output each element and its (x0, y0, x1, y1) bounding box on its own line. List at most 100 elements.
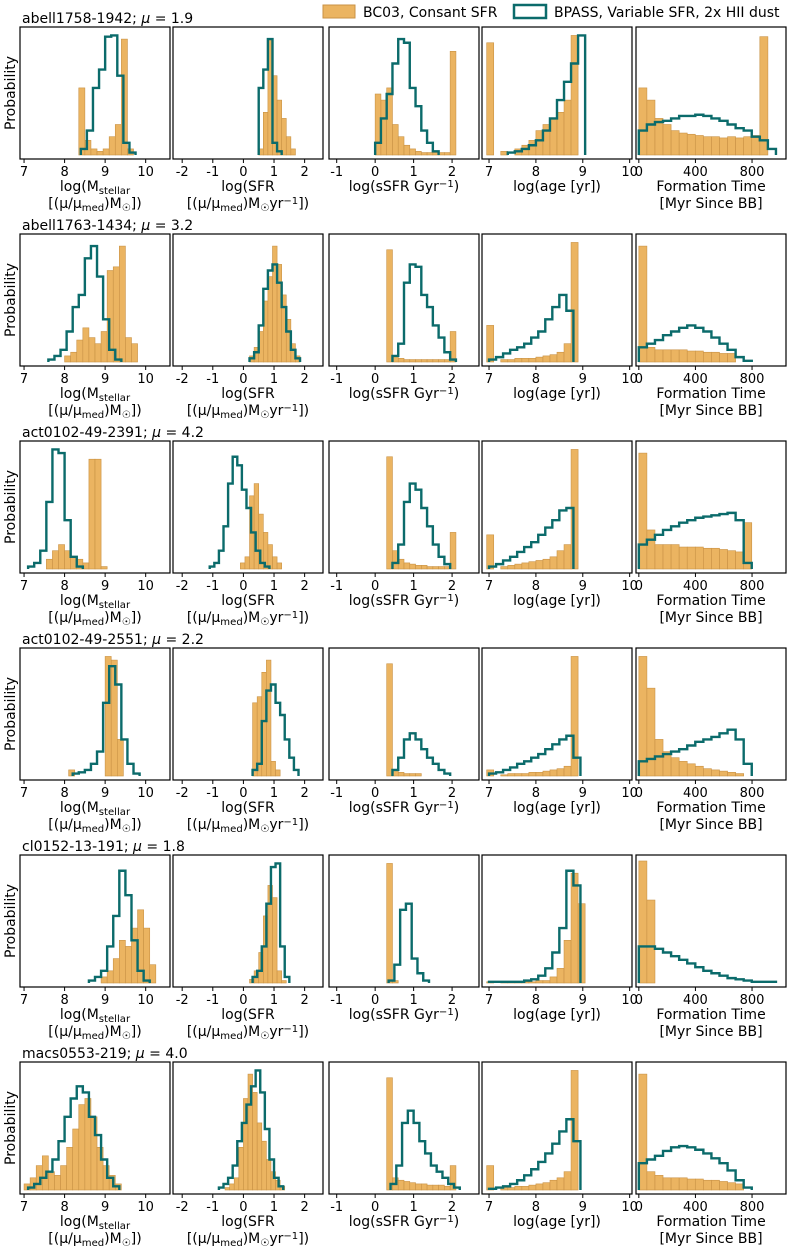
panel-frame (635, 233, 787, 367)
x-tick-label: 0 (371, 786, 379, 801)
bc03-bar (703, 351, 712, 363)
x-axis-label: log(sSFR Gyr−1) (349, 1007, 459, 1023)
bc03-bar (52, 550, 59, 570)
bpass-step-line (637, 113, 778, 155)
panel-sfr: -2 -1 0 1 2 log(SFR[(μ/μmed)M☉yr−1]) (172, 26, 324, 214)
bc03-bar (392, 124, 399, 156)
bc03-bar (421, 152, 428, 156)
bc03-bar (240, 562, 246, 570)
bc03-bar (751, 135, 761, 156)
bc03-bar (694, 1178, 704, 1191)
x-tick-label: 1 (270, 1200, 278, 1215)
panel-frame (481, 233, 633, 367)
panel-frame (328, 1061, 480, 1195)
x-tick-label: 8 (60, 786, 68, 801)
bc03-bar (735, 551, 744, 570)
bc03-bar (285, 136, 292, 156)
panel-frame (635, 1061, 787, 1195)
bc03-bar (149, 964, 157, 984)
bc03-bar (386, 663, 393, 777)
bpass-step-line (637, 324, 753, 362)
x-tick-label: 800 (740, 165, 765, 180)
bc03-bar (233, 1177, 240, 1191)
x-tick-label: 400 (683, 786, 708, 801)
bpass-step-line (71, 665, 141, 776)
bc03-bar (528, 772, 537, 777)
x-tick-label: 10 (621, 993, 638, 1008)
x-tick-label: 0 (371, 1200, 379, 1215)
bc03-bar (500, 774, 509, 777)
x-tick-label: -2 (176, 579, 189, 594)
bc03-bar (486, 1165, 495, 1191)
x-tick-label: 9 (101, 372, 109, 387)
bc03-bar (275, 769, 281, 777)
bc03-bar (64, 355, 71, 363)
x-tick-label: 2 (300, 372, 308, 387)
bc03-bar (397, 358, 405, 363)
bpass-step-line (248, 263, 302, 362)
bpass-step-line (373, 37, 440, 155)
legend-bpass-label: BPASS, Variable SFR, 2x HII dust (554, 5, 780, 21)
bc03-bar (662, 124, 672, 156)
x-tick-label: -2 (176, 993, 189, 1008)
bc03-bar (646, 529, 656, 570)
x-tick-label: -1 (330, 1200, 343, 1215)
x-axis-label: [Myr Since BB] (659, 610, 762, 626)
x-tick-label: 10 (137, 165, 154, 180)
bc03-bar (116, 739, 124, 777)
bc03-bar (556, 550, 565, 570)
bc03-bar (646, 99, 656, 156)
panel-frame (481, 647, 633, 781)
bc03-bar (521, 773, 530, 777)
x-tick-label: 7 (20, 579, 28, 594)
bc03-bar (686, 546, 696, 570)
x-tick-label: 400 (683, 579, 708, 594)
bc03-bar (486, 42, 495, 156)
x-tick-label: 8 (532, 579, 540, 594)
bc03-bar (514, 358, 523, 363)
x-tick-label: 7 (20, 165, 28, 180)
bc03-bar (108, 136, 116, 156)
bc03-bar (694, 350, 704, 363)
panel-frame (481, 854, 633, 988)
panel-frame (328, 233, 480, 367)
x-tick-label: 0 (635, 993, 643, 1008)
bpass-step-line (637, 511, 753, 569)
x-axis-label: [Myr Since BB] (659, 817, 762, 833)
bc03-bar (426, 566, 434, 570)
bc03-bar (711, 769, 720, 777)
x-tick-label: 7 (20, 993, 28, 1008)
bc03-bar (549, 556, 558, 570)
bc03-bar (386, 87, 393, 156)
bc03-bar (670, 130, 680, 156)
x-axis-label: log(SFR (221, 800, 275, 816)
x-tick-label: 9 (101, 786, 109, 801)
bpass-step-line (257, 37, 283, 155)
bc03-bar (670, 544, 680, 570)
bc03-bar (449, 50, 457, 156)
bc03-bar (281, 118, 287, 156)
bc03-bar (438, 566, 445, 570)
bc03-bar (60, 1165, 67, 1191)
x-tick-label: 9 (579, 372, 587, 387)
x-tick-label: 8 (532, 786, 540, 801)
x-tick-label: 8 (532, 372, 540, 387)
bc03-bar (563, 544, 572, 570)
panel-frame (172, 854, 324, 988)
x-tick-label: 8 (60, 165, 68, 180)
bc03-bar (703, 768, 712, 777)
bc03-bar (72, 1128, 80, 1191)
bpass-step-line (79, 34, 137, 155)
bc03-bar (570, 656, 579, 777)
bc03-bar (662, 751, 672, 777)
x-axis-label: [(μ/μmed)M☉]) (48, 1024, 141, 1042)
bc03-bar (711, 547, 720, 570)
bc03-bar (727, 353, 736, 363)
x-tick-label: 7 (485, 1200, 493, 1215)
x-axis-label: log(age [yr]) (513, 593, 601, 609)
bc03-bar (735, 773, 744, 777)
